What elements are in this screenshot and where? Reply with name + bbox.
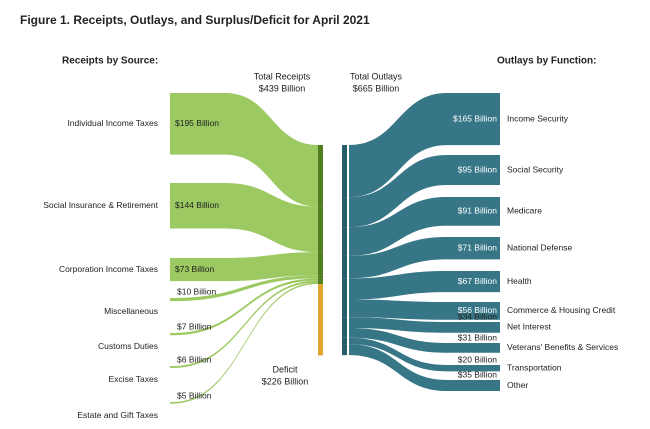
- outlay-node-segment: [342, 327, 347, 338]
- outlay-label: Health: [507, 276, 532, 286]
- outlay-node-segment: [342, 299, 347, 318]
- source-label: Corporation Income Taxes: [59, 264, 158, 274]
- outlay-label: Medicare: [507, 206, 542, 216]
- deficit-label: Deficit: [272, 364, 298, 374]
- receipt-node-segment: [318, 282, 323, 285]
- source-label: Excise Taxes: [109, 374, 158, 384]
- outlay-label: Net Interest: [507, 322, 552, 332]
- outlay-flow: [349, 271, 500, 300]
- outlay-value-label: $165 Billion: [453, 113, 497, 123]
- receipt-flow: [170, 93, 318, 207]
- receipt-flow: [170, 278, 318, 336]
- outlay-value-label: $35 Billion: [458, 369, 497, 379]
- receipt-flow: [170, 183, 318, 253]
- outlay-label: Veterans' Benefits & Services: [507, 342, 618, 352]
- outlay-label: Commerce & Housing Credit: [507, 305, 616, 315]
- source-label: Social Insurance & Retirement: [43, 200, 158, 210]
- source-value-label: $144 Billion: [175, 200, 219, 210]
- outlay-label: Other: [507, 380, 528, 390]
- outlay-label: Income Security: [507, 113, 569, 123]
- outlay-node-segment: [342, 227, 347, 256]
- outlay-node-segment: [342, 197, 347, 228]
- outlay-flow: [349, 155, 500, 228]
- outlay-node-segment: [342, 337, 347, 345]
- receipt-node-segment: [318, 252, 323, 276]
- outlay-flow: [349, 337, 500, 372]
- total-outlays-label: Total Outlays: [350, 71, 403, 81]
- deficit-bar: [318, 284, 323, 356]
- source-value-label: $195 Billion: [175, 118, 219, 128]
- source-label: Individual Income Taxes: [67, 118, 158, 128]
- receipt-flow: [170, 275, 318, 302]
- left-title: Receipts by Source:: [62, 56, 158, 67]
- receipt-node-segment: [318, 206, 323, 253]
- chart-title: Figure 1. Receipts, Outlays, and Surplus…: [20, 13, 370, 27]
- outlay-flow: [349, 327, 500, 353]
- outlay-node-segment: [342, 317, 347, 328]
- source-value-label: $73 Billion: [175, 264, 214, 274]
- outlay-node-segment: [342, 344, 347, 356]
- outlay-label: Transportation: [507, 362, 562, 372]
- outlay-flow: [349, 93, 500, 198]
- source-label: Miscellaneous: [104, 306, 158, 316]
- right-title: Outlays by Function:: [497, 56, 596, 67]
- outlay-value-label: $56 Billion: [458, 305, 497, 315]
- outlay-label: National Defense: [507, 242, 572, 252]
- outlay-value-label: $20 Billion: [458, 354, 497, 364]
- outlay-node-segment: [342, 278, 347, 300]
- outlay-value-label: $71 Billion: [458, 242, 497, 252]
- receipt-node-segment: [318, 280, 323, 283]
- outlay-flow: [349, 197, 500, 256]
- total-receipts-label: Total Receipts: [254, 71, 311, 81]
- source-value-label: $5 Billion: [177, 390, 212, 400]
- total-outlays-value: $665 Billion: [353, 83, 400, 93]
- outlay-node-segment: [342, 145, 347, 198]
- outlay-value-label: $91 Billion: [458, 206, 497, 216]
- receipt-flow: [170, 252, 318, 282]
- source-value-label: $10 Billion: [177, 286, 216, 296]
- outlay-flow: [349, 344, 500, 392]
- outlay-value-label: $67 Billion: [458, 276, 497, 286]
- receipt-node-segment: [318, 145, 323, 207]
- total-receipts-value: $439 Billion: [259, 83, 306, 93]
- receipt-node-segment: [318, 275, 323, 279]
- outlay-value-label: $95 Billion: [458, 164, 497, 174]
- receipt-node-segment: [318, 278, 323, 281]
- outlay-flow: [349, 317, 500, 333]
- outlay-flow: [349, 237, 500, 279]
- source-label: Estate and Gift Taxes: [77, 410, 158, 420]
- outlay-node-segment: [342, 255, 347, 279]
- outlay-value-label: $31 Billion: [458, 332, 497, 342]
- source-value-label: $6 Billion: [177, 354, 212, 364]
- source-label: Customs Duties: [98, 341, 158, 351]
- deficit-value: $226 Billion: [262, 376, 309, 386]
- outlay-flow: [349, 299, 500, 320]
- source-value-label: $7 Billion: [177, 321, 212, 331]
- outlay-value-label: $34 Billion: [458, 311, 497, 321]
- outlay-label: Social Security: [507, 164, 564, 174]
